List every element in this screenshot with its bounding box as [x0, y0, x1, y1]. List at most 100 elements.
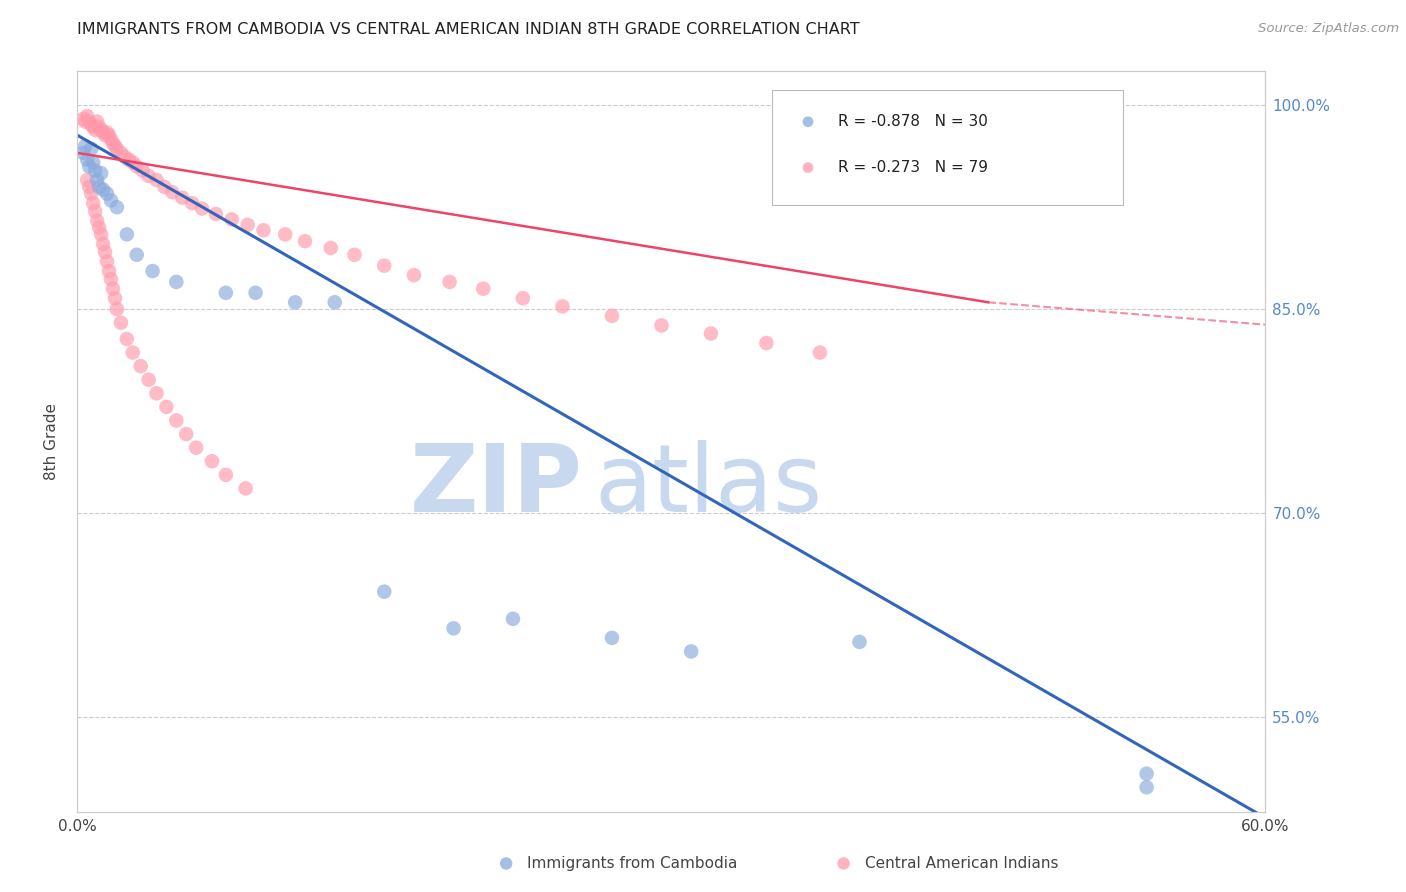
Point	[600, 631, 623, 645]
Point	[82, 196, 104, 211]
Point	[402, 268, 425, 282]
Point	[96, 186, 118, 201]
Point	[80, 117, 103, 131]
Point	[153, 179, 176, 194]
Point	[87, 220, 110, 235]
Point	[443, 621, 465, 635]
Point	[1136, 766, 1159, 780]
Text: R = -0.273   N = 79: R = -0.273 N = 79	[838, 160, 987, 175]
Point	[104, 139, 127, 153]
Point	[75, 139, 97, 153]
Point	[82, 155, 104, 169]
Point	[138, 169, 160, 183]
Point	[87, 120, 110, 134]
Text: IMMIGRANTS FROM CAMBODIA VS CENTRAL AMERICAN INDIAN 8TH GRADE CORRELATION CHART: IMMIGRANTS FROM CAMBODIA VS CENTRAL AMER…	[77, 22, 860, 37]
Point	[172, 191, 194, 205]
Point	[86, 114, 108, 128]
Text: Source: ZipAtlas.com: Source: ZipAtlas.com	[1258, 22, 1399, 36]
Point	[236, 218, 259, 232]
Point	[104, 291, 127, 305]
Y-axis label: 8th Grade: 8th Grade	[44, 403, 59, 480]
Point	[848, 635, 870, 649]
Point	[110, 316, 132, 330]
Point	[84, 122, 107, 136]
Point	[600, 309, 623, 323]
Point	[100, 132, 122, 146]
Point	[96, 126, 118, 140]
Point	[90, 227, 112, 242]
Point	[650, 318, 672, 333]
Point	[105, 142, 128, 156]
Point	[91, 236, 114, 251]
Point	[121, 345, 143, 359]
Point	[101, 282, 124, 296]
Point	[274, 227, 297, 242]
Point	[115, 227, 138, 242]
Point	[90, 122, 112, 136]
Point	[808, 345, 831, 359]
Text: ZIP: ZIP	[409, 440, 582, 532]
Point	[125, 160, 148, 174]
Point	[76, 153, 98, 167]
Point	[191, 202, 214, 216]
Point	[215, 285, 238, 300]
Point	[294, 234, 316, 248]
Point	[373, 259, 395, 273]
Point	[77, 160, 100, 174]
FancyBboxPatch shape	[772, 90, 1123, 204]
Point	[221, 212, 243, 227]
Point	[105, 200, 128, 214]
Point	[118, 153, 141, 167]
Point	[235, 482, 257, 496]
Text: atlas: atlas	[595, 440, 823, 532]
Point	[77, 179, 100, 194]
Point	[165, 413, 187, 427]
Point	[131, 163, 153, 178]
Point	[502, 612, 524, 626]
Point	[115, 332, 138, 346]
Point	[80, 186, 103, 201]
Point	[86, 173, 108, 187]
Point	[138, 373, 160, 387]
Point	[98, 264, 121, 278]
Point	[343, 248, 366, 262]
Point	[1284, 191, 1306, 205]
Point	[91, 182, 114, 196]
Point	[100, 272, 122, 286]
Point	[755, 336, 778, 351]
Point	[94, 245, 117, 260]
Point	[245, 285, 267, 300]
Point	[121, 155, 143, 169]
Point	[373, 584, 395, 599]
Point	[105, 302, 128, 317]
Point	[205, 207, 228, 221]
Point	[551, 299, 574, 313]
Point	[201, 454, 224, 468]
Point	[90, 166, 112, 180]
Point	[142, 264, 165, 278]
Point	[96, 254, 118, 268]
Point	[86, 214, 108, 228]
Point	[284, 295, 307, 310]
Point	[94, 128, 117, 143]
Point	[101, 136, 124, 151]
Point	[174, 427, 197, 442]
Point	[319, 241, 342, 255]
Point	[72, 145, 94, 160]
Point	[77, 114, 100, 128]
Point	[114, 150, 136, 164]
Point	[186, 441, 208, 455]
Point	[162, 186, 184, 200]
Point	[129, 359, 152, 373]
Text: Central American Indians: Central American Indians	[865, 856, 1059, 871]
Text: R = -0.878   N = 30: R = -0.878 N = 30	[838, 114, 987, 129]
Point	[165, 275, 187, 289]
Point	[323, 295, 346, 310]
Point	[76, 109, 98, 123]
Point	[125, 248, 148, 262]
Point	[98, 128, 121, 143]
Point	[155, 400, 177, 414]
Point	[91, 126, 114, 140]
Point	[252, 223, 274, 237]
Point	[472, 282, 495, 296]
